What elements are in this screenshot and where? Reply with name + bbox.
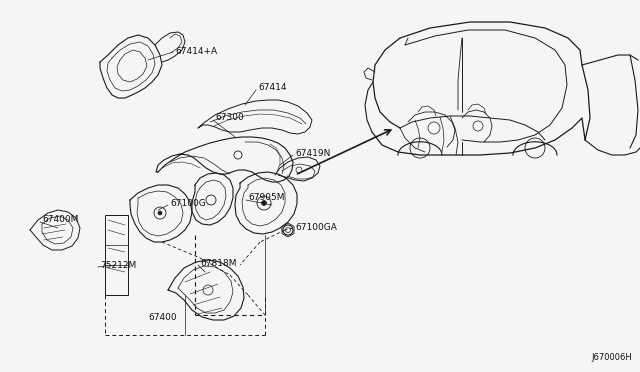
Text: 75212M: 75212M — [100, 260, 136, 269]
Text: 67400M: 67400M — [42, 215, 78, 224]
Text: 67419N: 67419N — [295, 148, 330, 157]
Text: 67414: 67414 — [258, 83, 287, 93]
Text: 67414+A: 67414+A — [175, 48, 217, 57]
Text: 67300: 67300 — [215, 113, 244, 122]
Text: 67100GA: 67100GA — [295, 224, 337, 232]
Circle shape — [158, 211, 162, 215]
Text: 67400: 67400 — [148, 314, 177, 323]
Circle shape — [262, 201, 266, 205]
Text: 67818M: 67818M — [200, 259, 237, 267]
Text: J670006H: J670006H — [591, 353, 632, 362]
Text: 67905M: 67905M — [248, 193, 285, 202]
Text: 67100G: 67100G — [170, 199, 205, 208]
